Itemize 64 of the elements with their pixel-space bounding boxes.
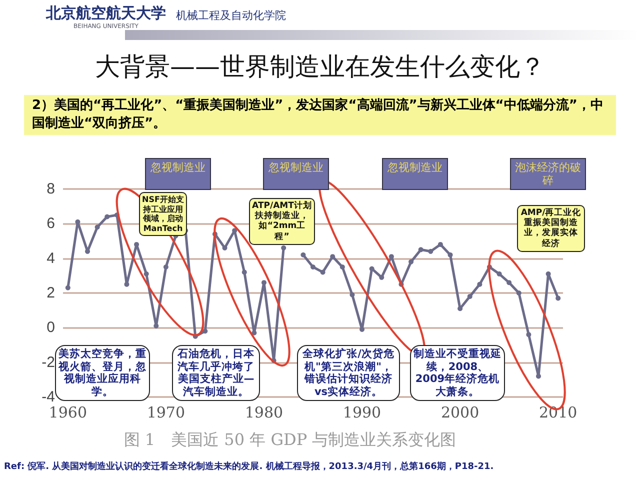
chart-title: 大背景——世界制造业在发生什么变化？ (94, 51, 546, 83)
text: 忽视制造业 (145, 158, 211, 190)
point (379, 274, 384, 280)
point (222, 245, 228, 250)
point (496, 271, 502, 276)
text: Ref: 倪军. 从美国对制造业认识的变迁看全球化制造未来的发展. 机械工程导报，2013.3/4月刊，总第166期，P18-21. (4, 462, 495, 473)
x-tick-label: 1970 (146, 404, 186, 422)
x-tick-label: 1980 (244, 404, 284, 422)
caption: 图 1 美国近 50 年 GDP 与制造业关系变化图 (122, 430, 458, 450)
point (104, 214, 110, 220)
point (369, 266, 374, 272)
point (408, 259, 414, 264)
y-tick-label: 0 (46, 319, 55, 336)
annotation: ATP/AMT计划扶持制造业，如“2mm工程” (249, 198, 315, 245)
y-tick-label: 6 (46, 215, 55, 232)
text: 北京航空航天大学 (46, 4, 166, 22)
point (467, 294, 472, 299)
chart-subtitle: 2）美国的“再工业化”、“重振美国制造业”，发达国家“高端回流”与新兴工业体“中低端分流”，中国制造业“双向挤压”。 (24, 95, 616, 135)
x-tick-label: 2000 (440, 404, 480, 422)
point (242, 270, 247, 275)
annotation: NSF开始支持工业应用领域，启动ManTech (139, 192, 187, 236)
point (546, 271, 551, 276)
point (163, 264, 168, 270)
point (458, 306, 463, 312)
annotation: 制造业不受重视延续，2008、2009年经济危机大萧条。 (410, 345, 505, 402)
y-tick-label: 4 (46, 250, 55, 267)
annotation: 石油危机，日本汽车几乎冲垮了美国支柱产业—汽车制造业。 (172, 345, 260, 402)
annotation: AMP/再工业化重振美国制造业，发展实体经济 (517, 205, 585, 252)
point (536, 374, 541, 379)
x-tick-label: 1960 (48, 404, 87, 422)
point (300, 252, 306, 258)
point (350, 292, 355, 298)
point (448, 252, 453, 258)
text: 机械工程及自动化学院 (175, 9, 287, 22)
annotation: 全球化扩张/次贷危机"第三次浪潮"，错误估计知识经济vs实体经济。 (297, 345, 400, 402)
point (144, 271, 149, 276)
y-tick-label: 8 (46, 180, 55, 198)
text: 忽视制造业 (263, 158, 329, 190)
point (556, 296, 561, 301)
point (428, 248, 434, 254)
point (516, 290, 522, 296)
point (281, 245, 286, 250)
point (340, 264, 345, 270)
y-tick-label: -2 (42, 354, 55, 371)
point (438, 242, 443, 247)
annotation: 美苏太空竞争，重视火箭、登月，忽视制造业应用科学。 (55, 345, 150, 402)
text: 泡沫经济的破碎 (510, 158, 586, 190)
point (330, 254, 336, 260)
point (65, 285, 70, 290)
point (310, 264, 316, 270)
y-tick-label: -4 (42, 388, 55, 406)
point (477, 282, 482, 287)
text: 忽视制造业 (382, 158, 448, 190)
point (75, 219, 80, 224)
point (134, 242, 140, 247)
y-tick-label: 2 (46, 284, 55, 302)
x-tick-label: 1990 (342, 404, 382, 422)
point (94, 224, 100, 230)
point (526, 332, 532, 338)
point (124, 282, 130, 287)
point (418, 247, 424, 252)
point (202, 328, 208, 334)
point (506, 280, 512, 286)
point (320, 270, 326, 275)
